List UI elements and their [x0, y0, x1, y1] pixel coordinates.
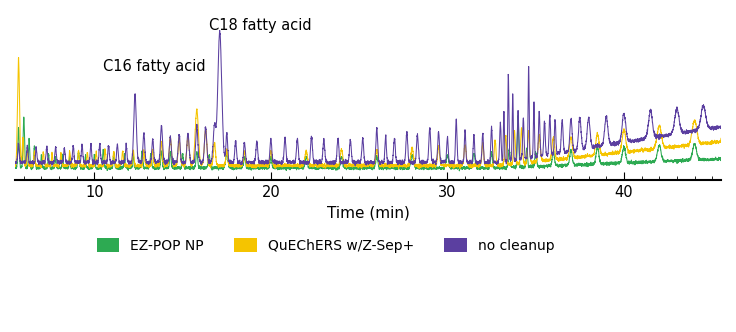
- X-axis label: Time (min): Time (min): [327, 205, 409, 220]
- Text: C16 fatty acid: C16 fatty acid: [103, 58, 206, 73]
- Text: C18 fatty acid: C18 fatty acid: [209, 19, 312, 34]
- Legend: EZ-POP NP, QuEChERS w/Z-Sep+, no cleanup: EZ-POP NP, QuEChERS w/Z-Sep+, no cleanup: [91, 233, 560, 258]
